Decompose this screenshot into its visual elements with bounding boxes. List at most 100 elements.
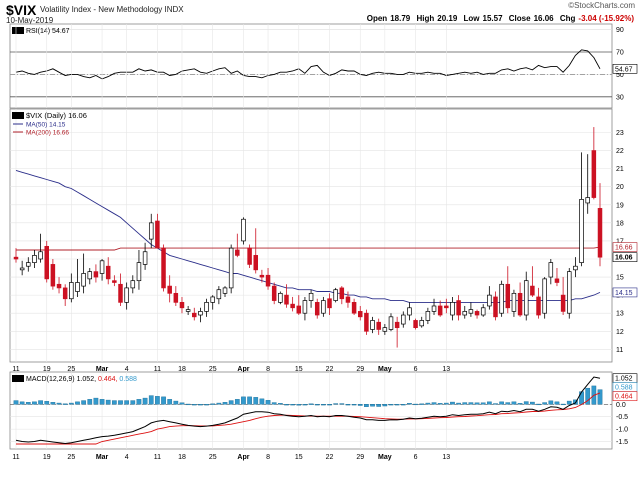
ma200-legend: MA(200) 16.66 bbox=[26, 130, 69, 137]
candle-body bbox=[444, 305, 449, 309]
macd-histogram-bar bbox=[112, 400, 117, 405]
candle-body bbox=[19, 267, 25, 271]
candle-body bbox=[450, 302, 455, 316]
candle-body bbox=[394, 321, 400, 329]
ma200-line bbox=[16, 246, 601, 251]
macd-histogram-bar bbox=[38, 400, 43, 405]
macd-histogram-bar bbox=[44, 401, 50, 405]
macd-histogram-bar bbox=[364, 404, 369, 407]
macd-histogram-bar bbox=[130, 400, 136, 405]
candle-body bbox=[204, 302, 209, 312]
candle-body bbox=[370, 320, 375, 330]
macd-histogram-bar bbox=[105, 399, 111, 405]
macd-histogram-bar bbox=[351, 404, 357, 406]
price-x-tick-label: 6 bbox=[414, 366, 418, 373]
macd-histogram-bar bbox=[75, 401, 80, 405]
macd-histogram-bar bbox=[536, 403, 541, 406]
candle-body bbox=[142, 251, 148, 265]
candle-body bbox=[425, 311, 431, 321]
candle-body bbox=[235, 249, 240, 256]
change-value: -3.04 (-15.92%) bbox=[578, 14, 634, 23]
candle-body bbox=[530, 285, 535, 296]
ma50-legend: MA(50) 14.15 bbox=[26, 122, 66, 129]
candle-body bbox=[222, 287, 228, 294]
candle-body bbox=[93, 271, 99, 278]
macd-tick-label: 0.0 bbox=[616, 402, 626, 409]
price-tick-label: 20 bbox=[616, 184, 624, 191]
candle-body bbox=[99, 260, 105, 274]
open-value: 18.79 bbox=[390, 14, 411, 23]
macd-histogram-bar bbox=[81, 400, 86, 405]
macd-histogram-bar bbox=[579, 391, 584, 405]
candle-body bbox=[345, 296, 351, 303]
candle-body bbox=[26, 262, 31, 267]
macd-histogram-bar bbox=[142, 397, 148, 405]
candle-body bbox=[69, 282, 74, 300]
macd-histogram-bar bbox=[407, 403, 412, 405]
macd-histogram-bar bbox=[136, 399, 142, 405]
macd-histogram-bar bbox=[474, 402, 480, 405]
candle-body bbox=[87, 271, 93, 280]
macd-x-tick-label: 19 bbox=[43, 454, 51, 461]
candle-body bbox=[185, 309, 191, 312]
macd-histogram-bar bbox=[505, 402, 511, 405]
candle-body bbox=[382, 327, 388, 332]
candle-body bbox=[198, 311, 203, 316]
candle-body bbox=[130, 280, 136, 289]
candle-body bbox=[44, 245, 49, 280]
ma200-last-label: 16.66 bbox=[615, 245, 633, 252]
price-x-tick-label: 11 bbox=[154, 366, 161, 373]
ma200-last-label-box bbox=[612, 242, 638, 252]
macd-histogram-bar bbox=[234, 399, 240, 405]
macd-histogram-bar bbox=[333, 403, 339, 405]
candle-body bbox=[314, 302, 320, 316]
macd-histogram-bar bbox=[241, 396, 246, 405]
candle-body bbox=[50, 264, 56, 287]
macd-histogram-bar bbox=[585, 387, 591, 405]
rsi-last-label: 54.67 bbox=[615, 66, 633, 73]
macd-histogram-bar bbox=[228, 400, 234, 405]
macd-histogram-bar bbox=[161, 396, 166, 405]
macd-histogram-bar bbox=[523, 401, 529, 405]
candle-body bbox=[290, 303, 295, 309]
macd-histogram-bar bbox=[468, 402, 474, 405]
macd-x-tick-label: 11 bbox=[154, 454, 161, 461]
macd-histogram-bar bbox=[13, 400, 19, 405]
symbol-title: $VIX bbox=[6, 2, 37, 18]
price-tick-label: 18 bbox=[616, 220, 624, 227]
candle-body bbox=[493, 296, 498, 318]
exchange-label: INDX bbox=[164, 5, 184, 14]
macd-histogram-bar bbox=[308, 403, 314, 405]
candle-body bbox=[567, 271, 572, 314]
macd-histogram-bar bbox=[68, 402, 74, 405]
macd-histogram-bar bbox=[290, 404, 295, 406]
macd-histogram-bar bbox=[517, 403, 523, 405]
macd-histogram-bar bbox=[32, 401, 37, 405]
candle-body bbox=[431, 305, 437, 312]
candle-body bbox=[228, 247, 234, 289]
macd-histogram-bar bbox=[19, 401, 25, 405]
macd-histogram-bar bbox=[339, 403, 345, 405]
macd-x-tick-label: 29 bbox=[356, 454, 364, 461]
macd-histogram-bar bbox=[118, 400, 123, 405]
macd-histogram-bar bbox=[345, 404, 351, 406]
close-value: 16.06 bbox=[533, 14, 554, 23]
price-x-tick-label: 19 bbox=[43, 366, 51, 373]
candle-body bbox=[419, 320, 424, 327]
macd-histogram-bar bbox=[511, 401, 517, 405]
candle-body bbox=[278, 292, 283, 303]
macd-tick-label: -0.5 bbox=[616, 414, 628, 421]
close-last-label-box bbox=[612, 252, 638, 262]
macd-histogram-bar bbox=[87, 399, 93, 405]
candle-body bbox=[302, 300, 308, 314]
macd-x-tick-label: 18 bbox=[178, 454, 186, 461]
candle-body bbox=[505, 283, 511, 309]
price-x-tick-label: 25 bbox=[67, 366, 75, 373]
macd-x-tick-label: 15 bbox=[295, 454, 303, 461]
price-tick-label: 15 bbox=[616, 275, 624, 282]
candle-body bbox=[468, 309, 474, 314]
macd-histogram-bar bbox=[99, 399, 105, 405]
stockcharts-logo[interactable]: ©StockCharts.com bbox=[568, 1, 635, 10]
candle-body bbox=[56, 283, 62, 289]
price-x-tick-label: Mar bbox=[96, 366, 109, 373]
